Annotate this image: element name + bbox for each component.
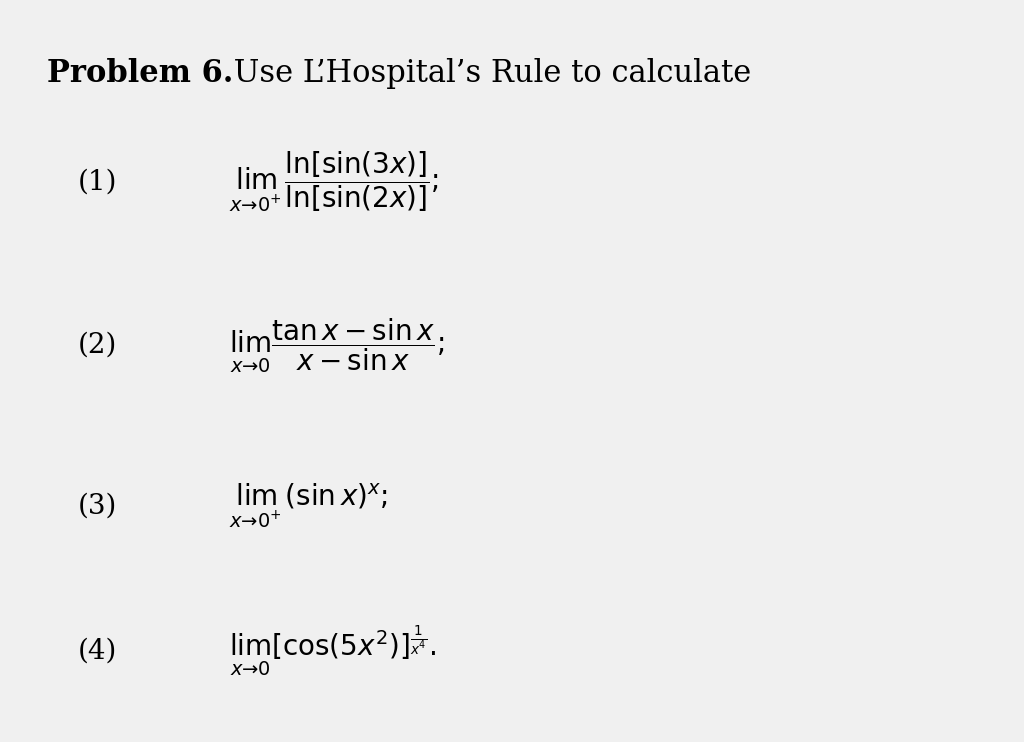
Text: (4): (4) bbox=[78, 638, 117, 665]
Text: (2): (2) bbox=[78, 332, 117, 359]
Text: $\lim_{x\to0} \dfrac{\tan x - \sin x}{x - \sin x};$: $\lim_{x\to0} \dfrac{\tan x - \sin x}{x … bbox=[229, 316, 444, 375]
Text: Problem 6.: Problem 6. bbox=[47, 58, 233, 89]
Text: (1): (1) bbox=[78, 168, 117, 195]
Text: $\lim_{x\to0^+} (\sin x)^{x};$: $\lim_{x\to0^+} (\sin x)^{x};$ bbox=[229, 482, 388, 530]
Text: $\lim_{x\to0^+} \dfrac{\ln[\sin(3x)]}{\ln[\sin(2x)]};$: $\lim_{x\to0^+} \dfrac{\ln[\sin(3x)]}{\l… bbox=[229, 149, 439, 214]
Text: Use L’Hospital’s Rule to calculate: Use L’Hospital’s Rule to calculate bbox=[224, 58, 752, 89]
Text: (3): (3) bbox=[78, 492, 117, 519]
Text: $\lim_{x\to0} [\cos(5x^2)]^{\frac{1}{x^4}}.$: $\lim_{x\to0} [\cos(5x^2)]^{\frac{1}{x^4… bbox=[229, 624, 436, 678]
